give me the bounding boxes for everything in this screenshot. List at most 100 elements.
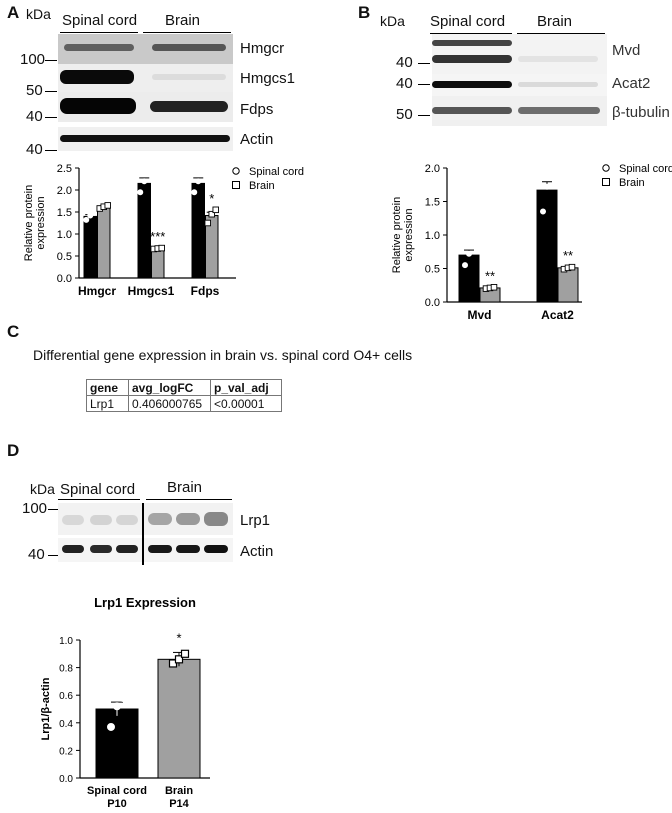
- marker-tick-d: [48, 509, 58, 510]
- marker-d-40: 40: [28, 546, 45, 563]
- legend-label: Spinal cord: [249, 166, 304, 178]
- y-tick-label: 0.8: [59, 664, 73, 675]
- marker-b-50: 50: [396, 106, 413, 123]
- bar: [95, 708, 139, 779]
- blot-actin-d: [58, 538, 233, 562]
- legend-label: Brain: [249, 180, 275, 192]
- marker-d-100: 100: [22, 500, 48, 517]
- y-axis-label: Lrp1/β-actin: [40, 677, 52, 740]
- data-point: [204, 219, 211, 227]
- protein-hmgcr: Hmgcr: [240, 40, 285, 57]
- data-point: [547, 175, 554, 182]
- data-point: [113, 702, 121, 711]
- marker-a-50: 50: [26, 82, 43, 99]
- panel-label-c: C: [7, 322, 20, 341]
- x-tick-label: Brain: [165, 785, 193, 797]
- protein-hmgcs1: Hmgcs1: [240, 70, 296, 87]
- y-tick-label: 2.0: [425, 163, 440, 175]
- blot-mvd: [432, 34, 607, 74]
- y-tick-label: 1.0: [57, 229, 72, 241]
- y-tick-label: 0.0: [59, 774, 73, 785]
- chart-title: Lrp1 Expression: [94, 595, 196, 610]
- significance-label: *: [176, 630, 181, 645]
- marker-tick-a: [45, 117, 57, 118]
- bar: [137, 182, 151, 279]
- data-point: [208, 210, 215, 218]
- group-underline-brain-b: [517, 33, 605, 34]
- marker-tick-b: [418, 84, 430, 85]
- y-axis-label: Relative protein: [391, 197, 403, 273]
- panel-label-d: D: [7, 441, 20, 460]
- legend-marker-brain: [602, 178, 610, 186]
- protein-fdps: Fdps: [240, 101, 274, 118]
- data-point: [174, 655, 184, 664]
- x-tick-label: Hmgcs1: [128, 284, 175, 298]
- data-point: [158, 244, 165, 252]
- y-axis-label: expression: [403, 208, 415, 261]
- blot-hmgcr: [58, 34, 233, 64]
- group-label-spinal-b: Spinal cord: [430, 13, 506, 30]
- marker-tick-a: [45, 150, 57, 151]
- kda-label-d: kDa: [30, 481, 55, 497]
- protein-actin-d: Actin: [240, 543, 274, 560]
- y-tick-label: 0.0: [57, 273, 72, 285]
- data-point: [212, 206, 219, 214]
- protein-acat2: Acat2: [612, 75, 651, 92]
- bar: [536, 189, 558, 303]
- marker-tick-b: [418, 63, 430, 64]
- marker-a-100: 100: [20, 51, 46, 68]
- blot-fdps: [58, 92, 233, 122]
- panel-label-a: A: [7, 3, 20, 22]
- data-point: [191, 189, 198, 196]
- data-point: [466, 250, 473, 257]
- x-tick-label: Acat2: [541, 308, 574, 322]
- marker-tick-a: [45, 60, 57, 61]
- significance-label: *: [209, 191, 214, 206]
- data-point: [137, 189, 144, 196]
- marker-tick-b: [418, 115, 430, 116]
- blot-actin-a: [58, 127, 233, 151]
- legend-marker-brain: [232, 181, 240, 189]
- y-tick-label: 1.0: [59, 636, 73, 647]
- protein-lrp1: Lrp1: [240, 512, 271, 529]
- table-header-pval: p_val_adj: [210, 379, 282, 396]
- blot-acat2: [432, 74, 607, 96]
- group-underline-spinal-b: [430, 33, 512, 34]
- legend-marker-spinal: [232, 167, 240, 175]
- panel-c-title: Differential gene expression in brain vs…: [33, 347, 413, 363]
- group-underline-spinal-a: [60, 32, 138, 33]
- table-header-gene: gene: [86, 379, 129, 396]
- panel-label-b: B: [358, 3, 371, 22]
- significance-label: ***: [150, 229, 165, 244]
- y-tick-label: 1.5: [57, 207, 72, 219]
- x-tick-label: Fdps: [191, 284, 220, 298]
- y-tick-label: 1.5: [425, 197, 440, 209]
- data-point: [83, 216, 90, 223]
- data-point: [104, 202, 111, 209]
- bar: [191, 182, 205, 279]
- chart-d: Lrp1 Expression 0.0 0.2 0.4 0.6 0.8 1.0 Lrp1/β-…: [0, 590, 300, 810]
- group-label-spinal-a: Spinal cord: [62, 12, 138, 29]
- y-tick-label: 2.5: [57, 163, 72, 175]
- blot-lrp1: [58, 503, 233, 535]
- chart-b: 0.0 0.5 1.0 1.5 2.0 Relative protein expressio…: [340, 150, 672, 322]
- chart-b-svg: 0.0 0.5 1.0 1.5 2.0 Relative protein expressio…: [391, 163, 672, 322]
- chart-a-svg: 0.0 0.5 1.0 1.5 2.0 2.5 Relative protein expres…: [23, 163, 304, 298]
- table-cell: Lrp1: [86, 395, 129, 412]
- data-point: [195, 178, 202, 185]
- bar: [557, 267, 579, 303]
- blot-divider-d: [142, 503, 144, 565]
- group-label-brain-a: Brain: [165, 12, 201, 29]
- chart-a: 0.0 0.5 1.0 1.5 2.0 2.5 Relative protein expres…: [0, 150, 336, 310]
- bar: [157, 658, 201, 779]
- bar: [97, 206, 111, 279]
- data-point: [568, 263, 576, 271]
- significance-label: **: [563, 248, 573, 263]
- data-point: [168, 659, 178, 668]
- data-point: [490, 284, 498, 291]
- group-label-brain-b: Brain: [537, 13, 573, 30]
- x-tick-label: P14: [169, 798, 189, 810]
- protein-actin-a: Actin: [240, 131, 274, 148]
- chart-d-svg: Lrp1 Expression 0.0 0.2 0.4 0.6 0.8 1.0 Lrp1/β-…: [40, 595, 210, 810]
- bar: [151, 248, 165, 279]
